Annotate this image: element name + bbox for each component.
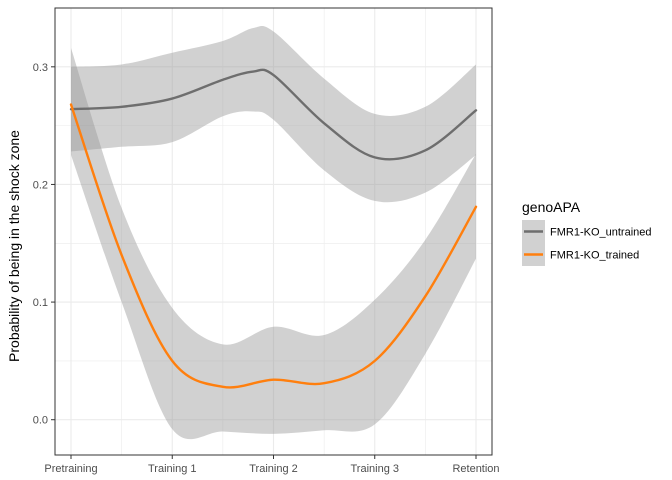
y-axis-title: Probability of being in the shock zone [6,130,22,362]
series-line [69,68,478,161]
y-tick-label: 0.1 [33,297,48,309]
series-lines [69,68,478,389]
y-tick-label: 0.0 [33,415,48,427]
x-tick-label: Retention [452,463,499,475]
x-axis: Pretraining Training 1 Training 2 Training … [44,455,500,475]
x-tick-label: Pretraining [44,463,97,475]
grid-lines [55,8,492,455]
legend: genoAPA FMR1-KO_untrained FMR1-KO_trained [522,199,652,266]
series-line [69,103,478,389]
legend-label: FMR1-KO_untrained [550,227,652,239]
legend-label: FMR1-KO_trained [550,250,639,262]
legend-title: genoAPA [522,199,581,215]
x-tick-label: Training 1 [148,463,197,475]
y-tick-label: 0.3 [33,62,48,74]
y-axis: 0.0 0.1 0.2 0.3 [33,62,55,427]
confidence-band [71,47,476,440]
y-tick-label: 0.2 [33,179,48,191]
x-tick-label: Training 3 [350,463,399,475]
x-tick-label: Training 2 [249,463,298,475]
